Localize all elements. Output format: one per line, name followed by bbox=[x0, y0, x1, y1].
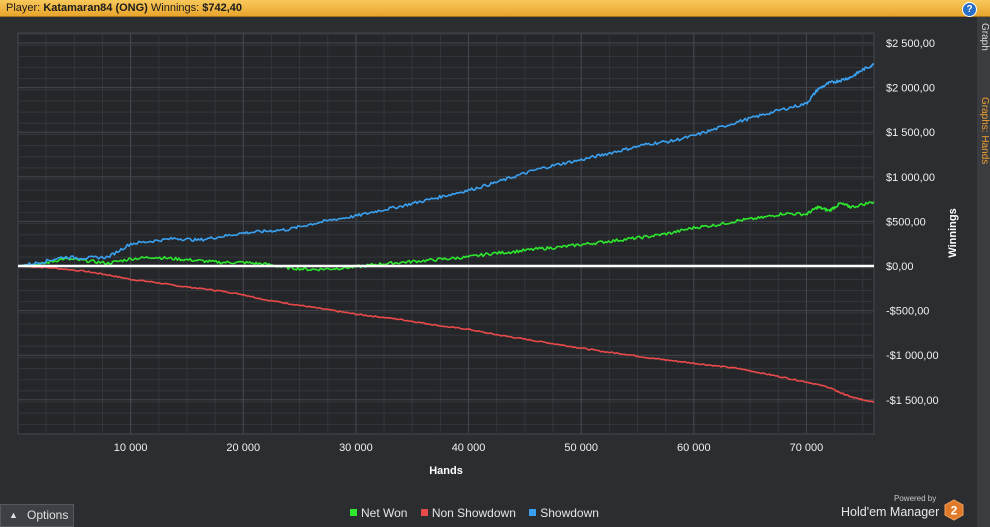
caret-up-icon: ▲ bbox=[9, 510, 18, 520]
plot-background bbox=[17, 32, 875, 435]
tab-graphs-hands[interactable]: Graphs: Hands bbox=[979, 97, 990, 165]
legend-swatch-showdown bbox=[529, 509, 537, 517]
tab-graph[interactable]: Graph bbox=[979, 23, 990, 51]
x-tick-label: 10 000 bbox=[114, 442, 148, 454]
winnings-label: Winnings: bbox=[150, 2, 200, 14]
x-tick-label: 70 000 bbox=[790, 442, 824, 454]
series-line-non-showdown bbox=[17, 265, 875, 403]
brand-logo-text: 2 bbox=[951, 504, 958, 518]
legend-label-non-showdown: Non Showdown bbox=[431, 506, 516, 520]
x-tick-label: 20 000 bbox=[226, 442, 260, 454]
legend-item-net-won[interactable]: Net Won bbox=[350, 506, 407, 520]
brand-name: Hold'em Manager bbox=[841, 505, 940, 519]
legend-item-showdown[interactable]: Showdown bbox=[529, 506, 599, 520]
y-tick-label: -$1 000,00 bbox=[886, 350, 939, 362]
winnings-chart: 10 000 20 000 30 000 40 000 50 000 60 000 70 0… bbox=[17, 32, 959, 477]
legend-label-showdown: Showdown bbox=[540, 506, 599, 520]
legend-swatch-net-won bbox=[350, 509, 357, 517]
series-line-showdown bbox=[17, 63, 875, 267]
x-tick-label: 60 000 bbox=[677, 442, 711, 454]
chart-legend: Net Won Non Showdown Showdown bbox=[350, 506, 609, 522]
y-tick-label: $0,00 bbox=[886, 261, 914, 273]
y-tick-label: -$500,00 bbox=[886, 306, 929, 318]
series-layer bbox=[17, 63, 875, 403]
x-tick-label: 40 000 bbox=[452, 442, 486, 454]
title-bar: Player: Katamaran84 (ONG) Winnings: $742… bbox=[0, 0, 990, 17]
holdem-manager-logo-icon: 2 bbox=[944, 499, 964, 521]
x-axis-label: Hands bbox=[429, 465, 463, 477]
winnings-value: $742,40 bbox=[202, 2, 243, 14]
series-line-net-won bbox=[17, 201, 875, 272]
powered-by-text: Powered by bbox=[894, 494, 937, 503]
grid-major bbox=[18, 33, 874, 434]
y-tick-label: $500,00 bbox=[886, 216, 926, 228]
player-summary: Player: Katamaran84 (ONG) Winnings: $742… bbox=[6, 2, 242, 14]
options-button[interactable]: ▲ Options bbox=[0, 504, 74, 527]
options-label: Options bbox=[27, 508, 69, 522]
y-tick-label: -$1 500,00 bbox=[886, 395, 939, 407]
y-tick-labels: $2 500,00 $2 000,00 $1 500,00 $1 000,00 $500… bbox=[886, 38, 939, 407]
legend-swatch-non-showdown bbox=[420, 509, 428, 517]
legend-item-non-showdown[interactable]: Non Showdown bbox=[420, 506, 516, 520]
y-tick-label: $2 000,00 bbox=[886, 83, 935, 95]
player-name: Katamaran84 (ONG) bbox=[43, 2, 148, 14]
y-tick-label: $1 000,00 bbox=[886, 172, 935, 184]
x-tick-label: 50 000 bbox=[564, 442, 598, 454]
x-tick-labels: 10 000 20 000 30 000 40 000 50 000 60 000 70 0… bbox=[114, 442, 823, 454]
y-tick-label: $1 500,00 bbox=[886, 127, 935, 139]
x-tick-label: 30 000 bbox=[339, 442, 373, 454]
legend-label-net-won: Net Won bbox=[361, 506, 408, 520]
player-label: Player: bbox=[6, 2, 41, 14]
y-tick-label: $2 500,00 bbox=[886, 38, 935, 50]
help-icon[interactable]: ? bbox=[962, 2, 977, 17]
y-axis-label: Winnings bbox=[947, 208, 959, 257]
side-tab-strip: Graph Graphs: Hands bbox=[977, 17, 990, 527]
brand-block: Powered by Hold'em Manager 2 bbox=[838, 494, 968, 524]
